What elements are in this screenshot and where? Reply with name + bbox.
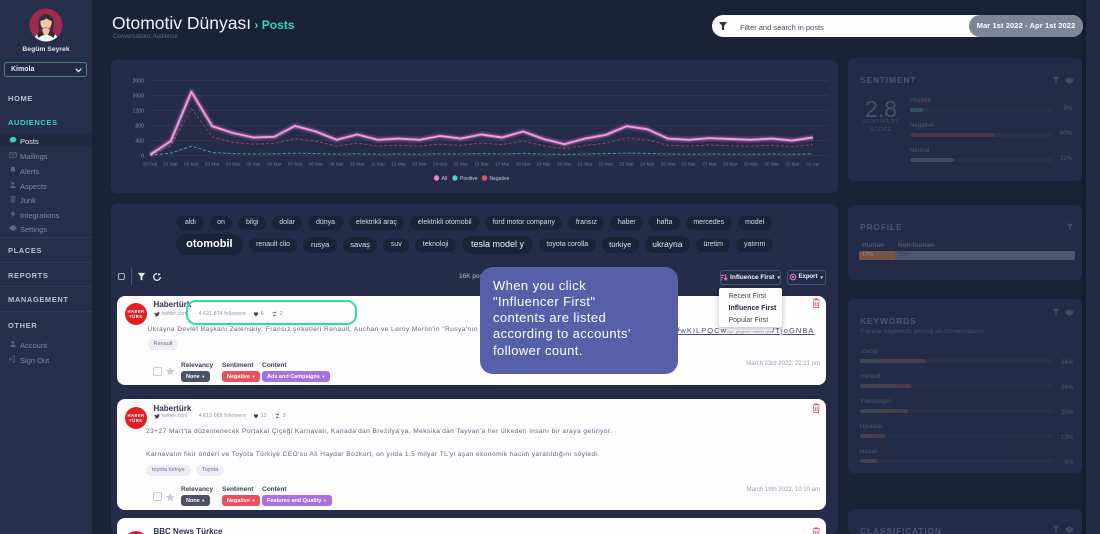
svg-text:16 Mar: 16 Mar — [474, 162, 489, 167]
svg-text:01 Apr: 01 Apr — [806, 162, 820, 167]
svg-text:17 Mar: 17 Mar — [495, 162, 510, 167]
svg-text:31 Mar: 31 Mar — [785, 162, 800, 167]
svg-text:19 Mar: 19 Mar — [536, 162, 551, 167]
svg-text:HABER: HABER — [128, 309, 145, 314]
svg-text:04 Mar: 04 Mar — [226, 162, 241, 167]
svg-text:28 Feb: 28 Feb — [143, 162, 158, 167]
svg-text:01 Mar: 01 Mar — [163, 162, 178, 167]
svg-text:800: 800 — [135, 124, 144, 130]
svg-text:23 Mar: 23 Mar — [619, 162, 634, 167]
svg-text:08 Mar: 08 Mar — [309, 162, 324, 167]
svg-text:30 Mar: 30 Mar — [764, 162, 779, 167]
svg-text:27 Mar: 27 Mar — [702, 162, 717, 167]
svg-text:03 Mar: 03 Mar — [205, 162, 220, 167]
svg-text:24 Mar: 24 Mar — [640, 162, 655, 167]
svg-text:10 Mar: 10 Mar — [350, 162, 365, 167]
svg-text:12 Mar: 12 Mar — [391, 162, 406, 167]
svg-text:15 Mar: 15 Mar — [454, 162, 469, 167]
svg-text:2000: 2000 — [132, 79, 144, 85]
svg-text:Positive: Positive — [460, 176, 478, 182]
svg-text:29 Mar: 29 Mar — [744, 162, 759, 167]
svg-text:1200: 1200 — [132, 109, 144, 115]
svg-text:HABER: HABER — [128, 413, 145, 418]
svg-text:18 Mar: 18 Mar — [516, 162, 531, 167]
svg-text:07 Mar: 07 Mar — [288, 162, 303, 167]
svg-text:14 Mar: 14 Mar — [433, 162, 448, 167]
svg-text:400: 400 — [135, 139, 144, 145]
svg-text:13 Mar: 13 Mar — [412, 162, 427, 167]
svg-text:All: All — [442, 176, 448, 182]
svg-text:Negative: Negative — [490, 176, 510, 182]
svg-text:09 Mar: 09 Mar — [329, 162, 344, 167]
svg-text:25 Mar: 25 Mar — [661, 162, 676, 167]
svg-text:22 Mar: 22 Mar — [599, 162, 614, 167]
svg-text:TÜRK: TÜRK — [129, 418, 143, 423]
svg-text:06 Mar: 06 Mar — [267, 162, 282, 167]
svg-text:05 Mar: 05 Mar — [246, 162, 261, 167]
svg-text:20 Mar: 20 Mar — [557, 162, 572, 167]
svg-text:02 Mar: 02 Mar — [184, 162, 199, 167]
svg-text:11 Mar: 11 Mar — [371, 162, 386, 167]
svg-text:TÜRK: TÜRK — [129, 314, 143, 319]
svg-text:21 Mar: 21 Mar — [578, 162, 593, 167]
svg-text:1600: 1600 — [132, 94, 144, 100]
svg-text:26 Mar: 26 Mar — [681, 162, 696, 167]
svg-text:0: 0 — [141, 154, 144, 160]
svg-text:28 Mar: 28 Mar — [723, 162, 738, 167]
